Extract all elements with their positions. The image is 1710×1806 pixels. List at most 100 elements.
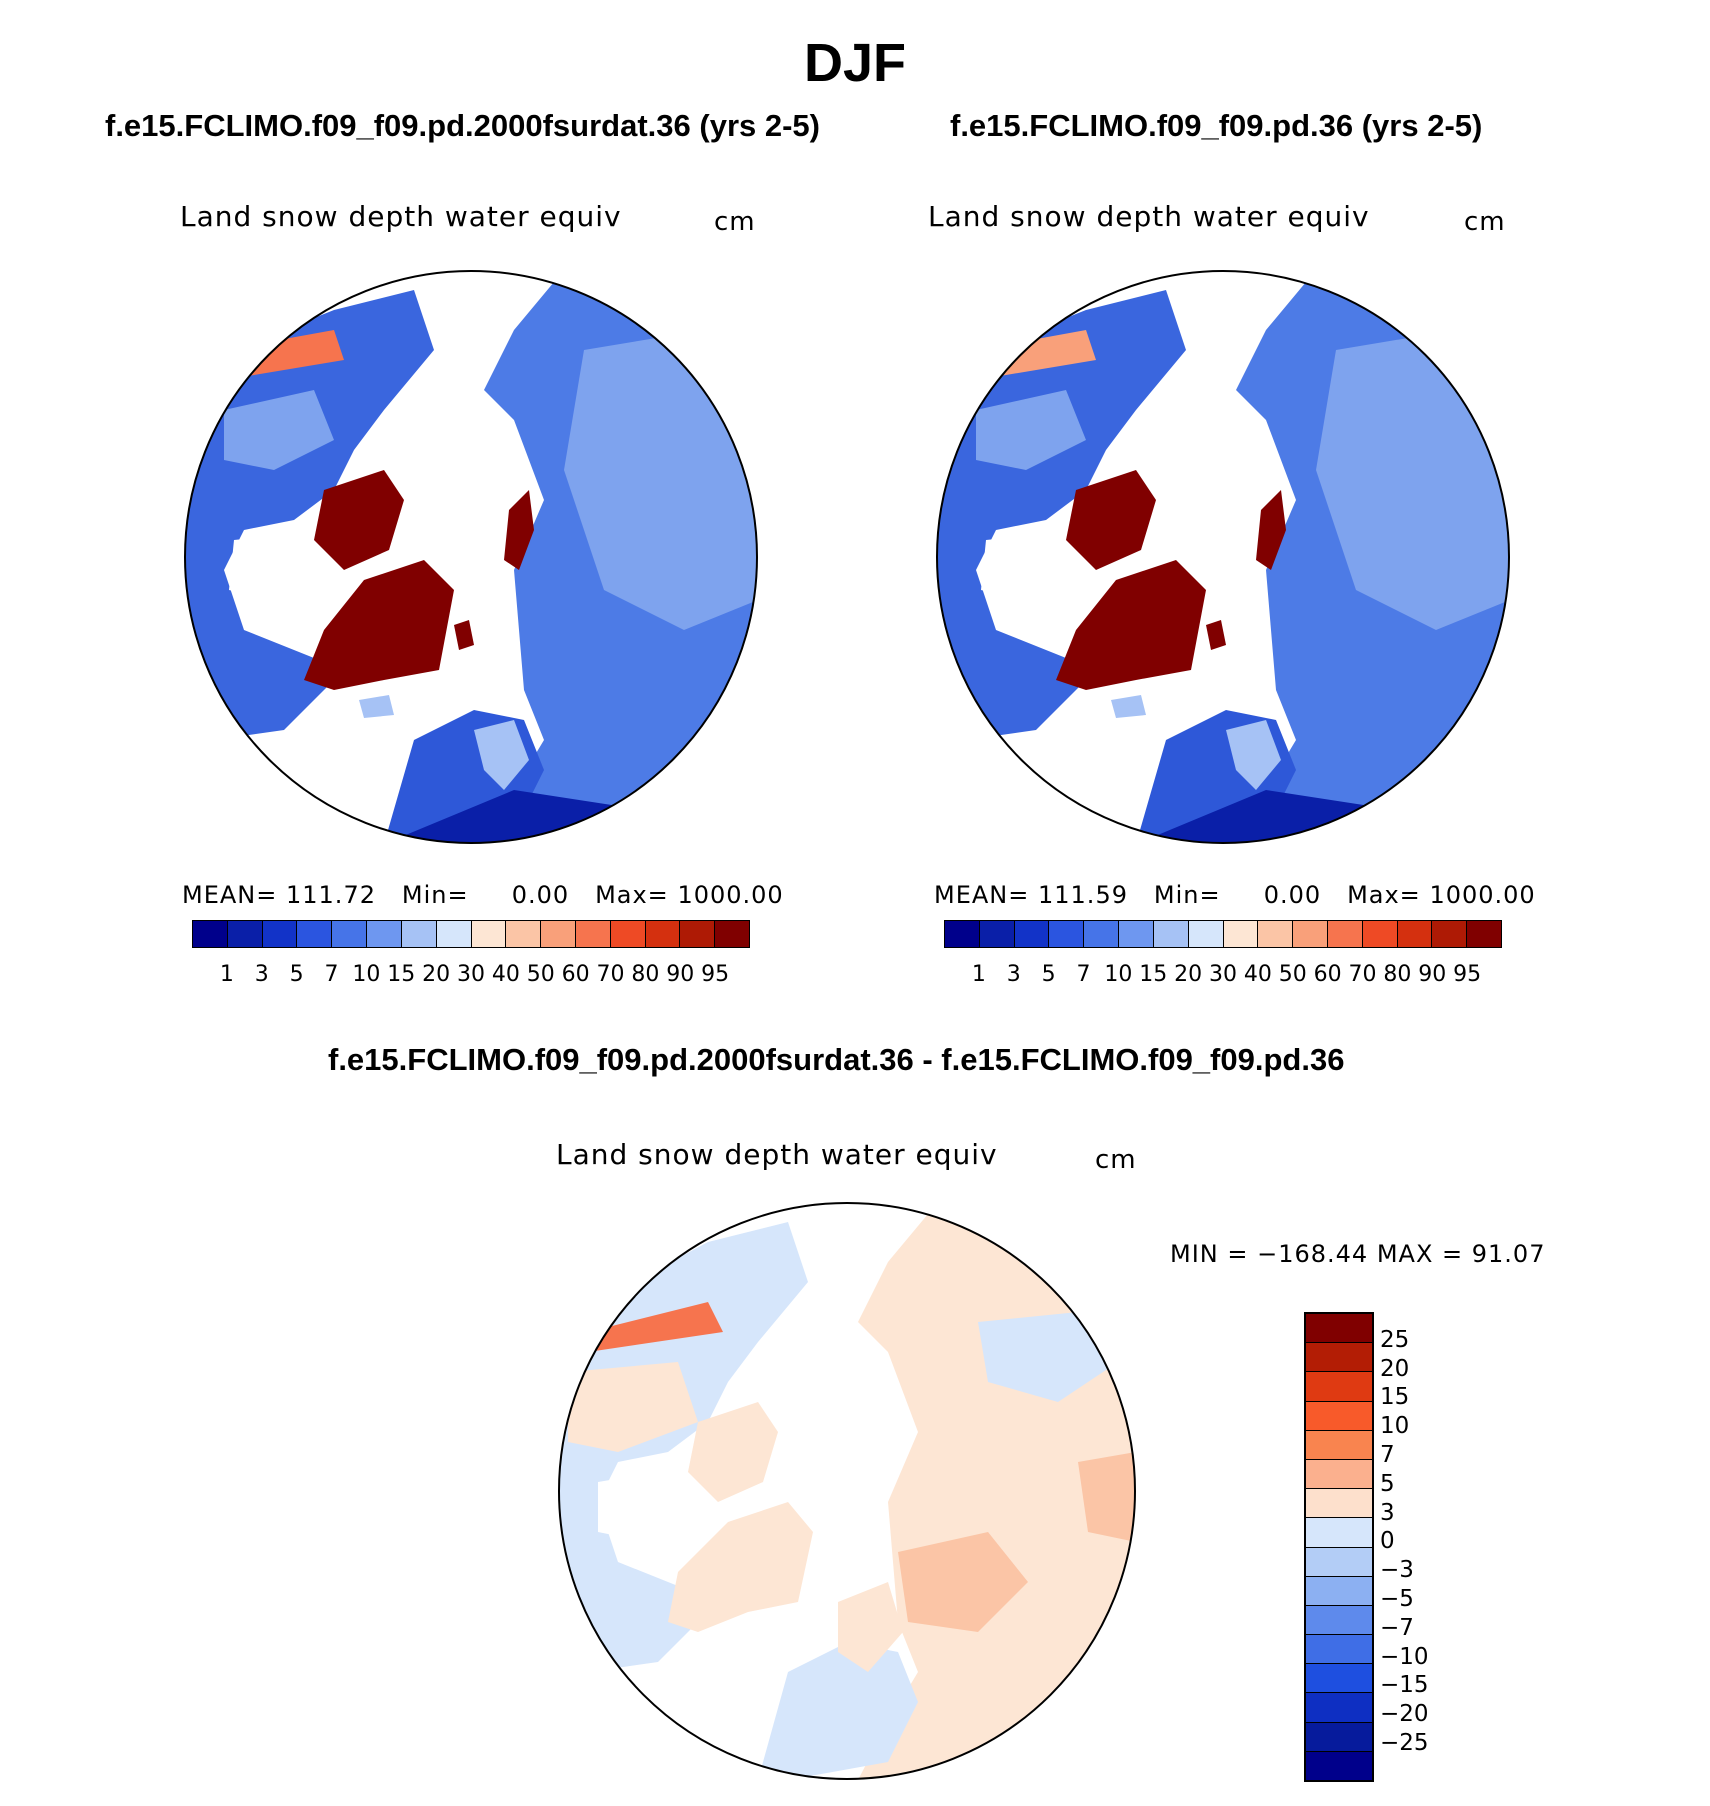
region-north-america bbox=[937, 290, 1186, 740]
colorbar-tick-label: 3 bbox=[1380, 1499, 1395, 1526]
region-canada-pos bbox=[568, 1362, 698, 1452]
colorbar-swatch bbox=[1306, 1401, 1372, 1431]
region-hudson-bay bbox=[981, 535, 1056, 600]
region-greenland bbox=[1056, 560, 1206, 690]
colorbar-swatch bbox=[297, 921, 333, 947]
units-left: cm bbox=[714, 207, 756, 237]
colorbar-swatch bbox=[1293, 921, 1328, 947]
units-right: cm bbox=[1464, 207, 1506, 237]
colorbar-tick-label: 80 bbox=[1383, 962, 1412, 987]
region-novaya-zemlya bbox=[504, 490, 534, 570]
colorbar-tick-label: 0 bbox=[1380, 1528, 1395, 1555]
stats-left: MEAN= 111.72 Min= 0.00 Max= 1000.00 bbox=[182, 881, 784, 909]
case-title-diff: f.e15.FCLIMO.f09_f09.pd.2000fsurdat.36 -… bbox=[328, 1042, 1345, 1077]
colorbar-swatch bbox=[1084, 921, 1120, 947]
colorbar-swatch bbox=[1306, 1372, 1372, 1402]
region-greenland bbox=[668, 1502, 813, 1632]
colorbar-tick-label: 10 bbox=[1104, 962, 1133, 987]
colorbar-tick-label: 70 bbox=[1348, 962, 1377, 987]
region-scandinavia-light bbox=[474, 720, 529, 790]
colorbar-swatch bbox=[575, 921, 611, 947]
colorbar-tick-label: 1 bbox=[219, 962, 234, 987]
region-europe-pos bbox=[898, 1532, 1028, 1632]
colorbar-swatch bbox=[680, 921, 716, 947]
colorbar-tick-label: 30 bbox=[1209, 962, 1237, 987]
colorbar-swatch bbox=[227, 921, 263, 947]
region-arctic-archipelago bbox=[688, 1402, 778, 1502]
colorbar-tick-label: 25 bbox=[1380, 1326, 1410, 1353]
colorbar-tick-label: 95 bbox=[701, 962, 730, 987]
region-alaska-pos bbox=[588, 1302, 723, 1352]
colorbar-tick-label: 5 bbox=[1380, 1470, 1395, 1497]
colorbar-swatch bbox=[1306, 1722, 1372, 1752]
colorbar-diff bbox=[1304, 1312, 1374, 1782]
plot-title-right: Land snow depth water equiv bbox=[928, 200, 1370, 233]
colorbar-left bbox=[192, 920, 750, 948]
colorbar-tick-label: −25 bbox=[1380, 1730, 1429, 1756]
colorbar-tick-label: −20 bbox=[1380, 1701, 1429, 1728]
colorbar-tick-label: 95 bbox=[1453, 962, 1482, 987]
colorbar-left-labels: 1 3 5 7 10 15 20 30 40 50 60 70 80 90 95 bbox=[192, 962, 748, 992]
colorbar-tick-label: 20 bbox=[422, 962, 451, 987]
colorbar-swatch bbox=[1306, 1489, 1372, 1519]
region-siberia-light bbox=[564, 330, 757, 630]
region-canada-light bbox=[224, 390, 334, 470]
region-iceland bbox=[359, 695, 394, 718]
colorbar-tick-label: 3 bbox=[1006, 962, 1021, 987]
colorbar-tick-label: 50 bbox=[1278, 962, 1307, 987]
colorbar-tick-label: 7 bbox=[324, 962, 339, 987]
colorbar-swatch bbox=[1467, 921, 1501, 947]
colorbar-tick-label: 1 bbox=[971, 962, 986, 987]
colorbar-swatch bbox=[436, 921, 472, 947]
region-siberia-neg bbox=[978, 1312, 1118, 1402]
region-europe bbox=[758, 1642, 918, 1779]
colorbar-tick-label: −3 bbox=[1380, 1557, 1414, 1584]
colorbar-swatch bbox=[1306, 1635, 1372, 1665]
colorbar-tick-label: 20 bbox=[1174, 962, 1203, 987]
colorbar-swatch bbox=[1153, 921, 1189, 947]
region-arctic-archipelago bbox=[1066, 470, 1156, 570]
colorbar-swatch bbox=[1432, 921, 1468, 947]
colorbar-tick-label: −10 bbox=[1380, 1643, 1429, 1670]
region-hudson-bay bbox=[598, 1472, 678, 1542]
colorbar-tick-label: −5 bbox=[1380, 1586, 1414, 1612]
colorbar-swatch bbox=[1188, 921, 1224, 947]
colorbar-swatch bbox=[506, 921, 542, 947]
colorbar-swatch bbox=[1306, 1314, 1372, 1344]
colorbar-swatch bbox=[945, 921, 980, 947]
colorbar-tick-label: 80 bbox=[631, 962, 660, 987]
colorbar-swatch bbox=[1306, 1605, 1372, 1636]
colorbar-tick-label: 60 bbox=[561, 962, 590, 987]
colorbar-tick-label: 50 bbox=[526, 962, 555, 987]
minmax-diff: MIN = −168.44 MAX = 91.07 bbox=[1170, 1240, 1546, 1268]
colorbar-swatch bbox=[1258, 921, 1294, 947]
colorbar-tick-label: 15 bbox=[1139, 962, 1168, 987]
polar-map-right bbox=[936, 270, 1510, 844]
region-greenland bbox=[304, 560, 454, 690]
polar-map-diff bbox=[558, 1202, 1136, 1780]
colorbar-swatch bbox=[610, 921, 646, 947]
colorbar-swatch bbox=[645, 921, 681, 947]
colorbar-tick-label: 40 bbox=[1243, 962, 1272, 987]
units-diff: cm bbox=[1095, 1145, 1137, 1175]
colorbar-tick-label: 3 bbox=[254, 962, 269, 987]
colorbar-swatch bbox=[1306, 1518, 1372, 1548]
colorbar-swatch bbox=[1014, 921, 1050, 947]
colorbar-tick-label: 60 bbox=[1313, 962, 1342, 987]
stats-right: MEAN= 111.59 Min= 0.00 Max= 1000.00 bbox=[934, 881, 1536, 909]
colorbar-swatch bbox=[1119, 921, 1154, 947]
colorbar-tick-label: 70 bbox=[596, 962, 625, 987]
polar-map-left bbox=[184, 270, 758, 844]
region-north-america bbox=[185, 290, 434, 740]
colorbar-swatch bbox=[1223, 921, 1259, 947]
colorbar-tick-label: 7 bbox=[1076, 962, 1091, 987]
colorbar-tick-label: −7 bbox=[1380, 1614, 1414, 1641]
colorbar-swatch bbox=[1306, 1343, 1372, 1373]
region-scandinavia-light bbox=[1226, 720, 1281, 790]
colorbar-swatch bbox=[1306, 1547, 1372, 1577]
colorbar-swatch bbox=[1306, 1664, 1372, 1694]
colorbar-swatch bbox=[1362, 921, 1398, 947]
region-svalbard bbox=[454, 620, 474, 650]
colorbar-tick-label: 10 bbox=[352, 962, 381, 987]
colorbar-tick-label: 90 bbox=[1418, 962, 1447, 987]
